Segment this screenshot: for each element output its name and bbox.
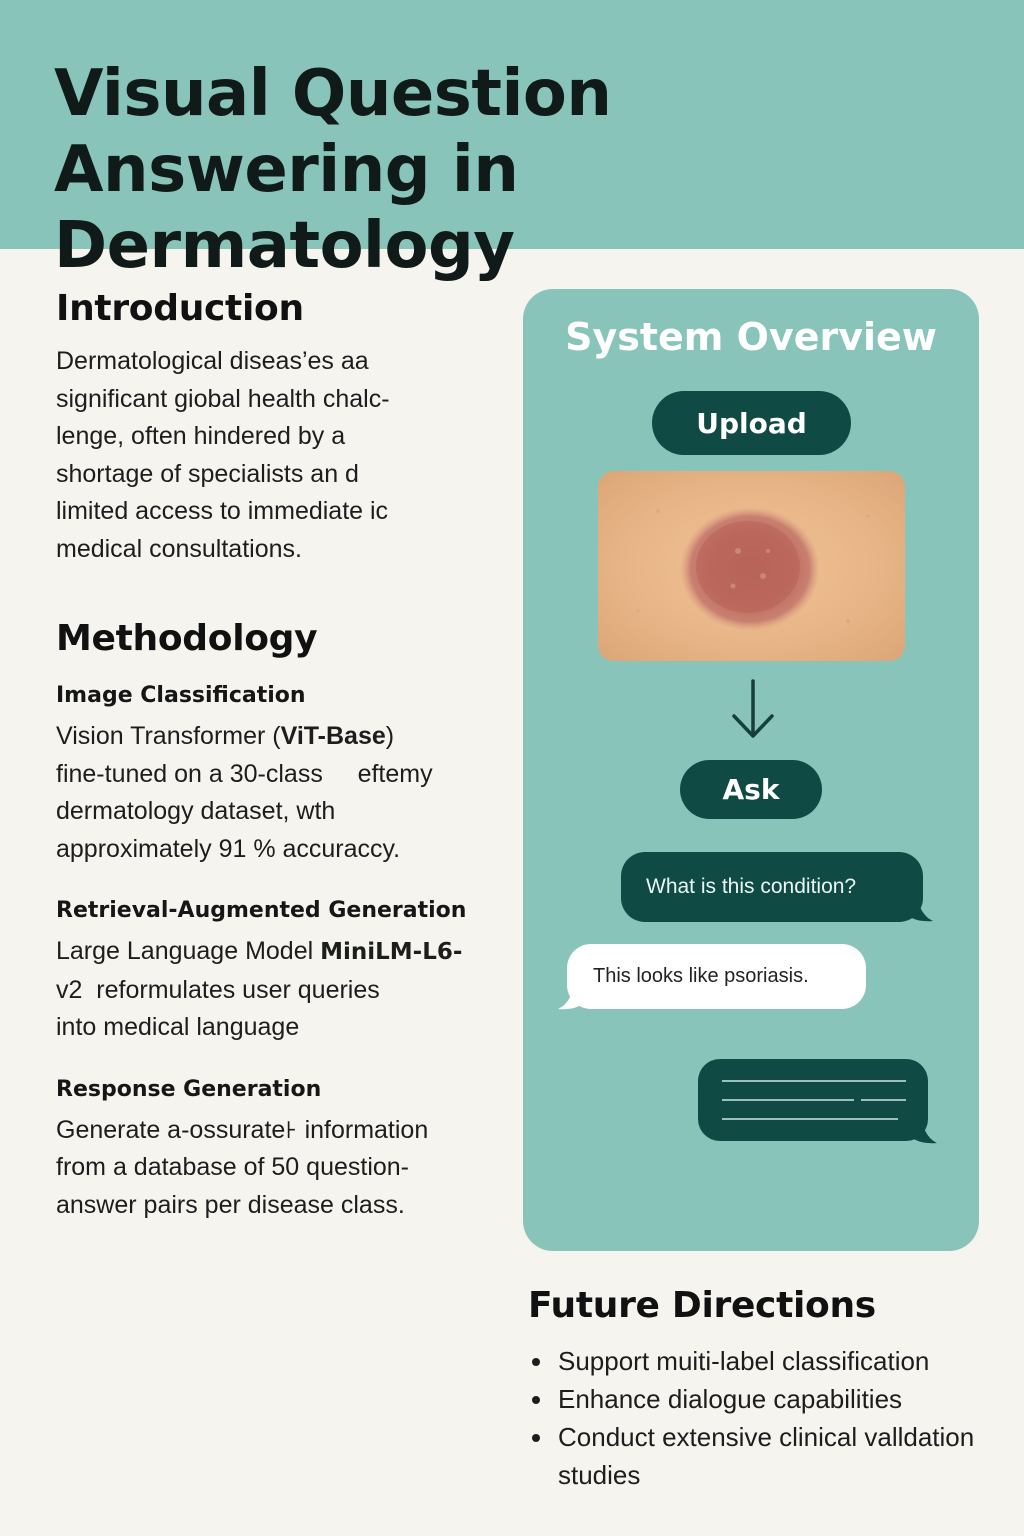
bullet-icon bbox=[532, 1358, 540, 1366]
upload-button[interactable]: Upload bbox=[652, 391, 851, 455]
response-lines-bubble bbox=[698, 1059, 928, 1141]
list-item: Conduct extensive clinical valldation st… bbox=[528, 1418, 998, 1494]
intro-line: Dermatological diseas’es aa bbox=[56, 347, 369, 375]
method-line: fine-tuned on a 30-class eftemy bbox=[56, 759, 433, 788]
image-classification-body: Vision Transformer (ViT-Base) fine-tuned… bbox=[56, 718, 506, 868]
intro-line: shortage of specialists an d bbox=[56, 459, 359, 488]
intro-line: medical consultations. bbox=[56, 534, 302, 563]
bullet-icon bbox=[532, 1434, 540, 1442]
answer-bubble: This looks like psoriasis. bbox=[567, 944, 866, 1009]
left-column: Introduction Dermatological diseas’es aa… bbox=[56, 288, 506, 1224]
model-name: ViT-Base bbox=[280, 722, 386, 750]
list-item-text: Support muiti-label classification bbox=[558, 1346, 930, 1376]
introduction-heading: Introduction bbox=[56, 288, 304, 329]
rag-heading: Retrieval-Augmented Generation bbox=[56, 898, 467, 923]
future-directions-list: Support muiti-label classification Enhan… bbox=[528, 1342, 998, 1494]
ask-button[interactable]: Ask bbox=[680, 760, 822, 819]
system-overview-panel: System Overview Upload bbox=[523, 289, 979, 1251]
future-directions-heading: Future Directions bbox=[528, 1285, 876, 1326]
text-lines-icon bbox=[722, 1080, 906, 1120]
response-generation-heading: Response Generation bbox=[56, 1076, 322, 1102]
bullet-icon bbox=[532, 1396, 540, 1404]
method-line: Generate a-ossurate꜔ information bbox=[56, 1115, 429, 1144]
method-line: from a database of 50 question- bbox=[56, 1153, 410, 1181]
methodology-heading: Methodology bbox=[56, 618, 318, 659]
intro-line: limited access to immediate ic bbox=[56, 497, 389, 525]
skin-lesion-image bbox=[598, 471, 905, 661]
arrow-down-icon bbox=[732, 679, 774, 738]
method-line: answer pairs per disease class. bbox=[56, 1190, 405, 1219]
lesion-illustration bbox=[636, 507, 870, 631]
intro-line: significant giobal health chalc- bbox=[56, 384, 390, 413]
list-item-text: Enhance dialogue capabilities bbox=[558, 1384, 903, 1414]
method-line: Large Language Model MiniLM-L6- bbox=[56, 933, 506, 972]
text-fragment: Vision Transformer ( bbox=[56, 722, 281, 750]
text-fragment: Large Language Model bbox=[56, 937, 321, 965]
method-line: into medical language bbox=[56, 1013, 300, 1041]
text-fragment: ) bbox=[385, 722, 395, 750]
method-line: approximately 91 % accuraccy. bbox=[56, 834, 401, 863]
header-banner: Visual Question Answering in Dermatology bbox=[0, 0, 1024, 283]
method-line: dermatology dataset, wth bbox=[56, 797, 336, 825]
model-name: MiniLM-L6- bbox=[320, 939, 463, 965]
method-line: v2 reformulates user queries bbox=[56, 975, 380, 1004]
page-title: Visual Question Answering in Dermatology bbox=[54, 57, 612, 283]
method-line: Vision Transformer (ViT-Base) bbox=[56, 718, 506, 756]
intro-line: lenge, often hindered by a bbox=[56, 422, 346, 450]
future-directions-section: Future Directions Support muiti-label cl… bbox=[528, 1285, 998, 1494]
response-generation-body: Generate a-ossurate꜔ information from a … bbox=[56, 1112, 506, 1225]
list-item-text: Conduct extensive clinical valldation st… bbox=[558, 1422, 975, 1490]
rag-body: Large Language Model MiniLM-L6- v2 refor… bbox=[56, 933, 506, 1047]
system-overview-title: System Overview bbox=[565, 315, 937, 359]
image-classification-heading: Image Classification bbox=[56, 683, 306, 708]
introduction-body: Dermatological diseas’es aa significant … bbox=[56, 343, 506, 568]
question-bubble: What is this condition? bbox=[621, 852, 923, 922]
list-item: Enhance dialogue capabilities bbox=[528, 1380, 998, 1418]
list-item: Support muiti-label classification bbox=[528, 1342, 998, 1380]
